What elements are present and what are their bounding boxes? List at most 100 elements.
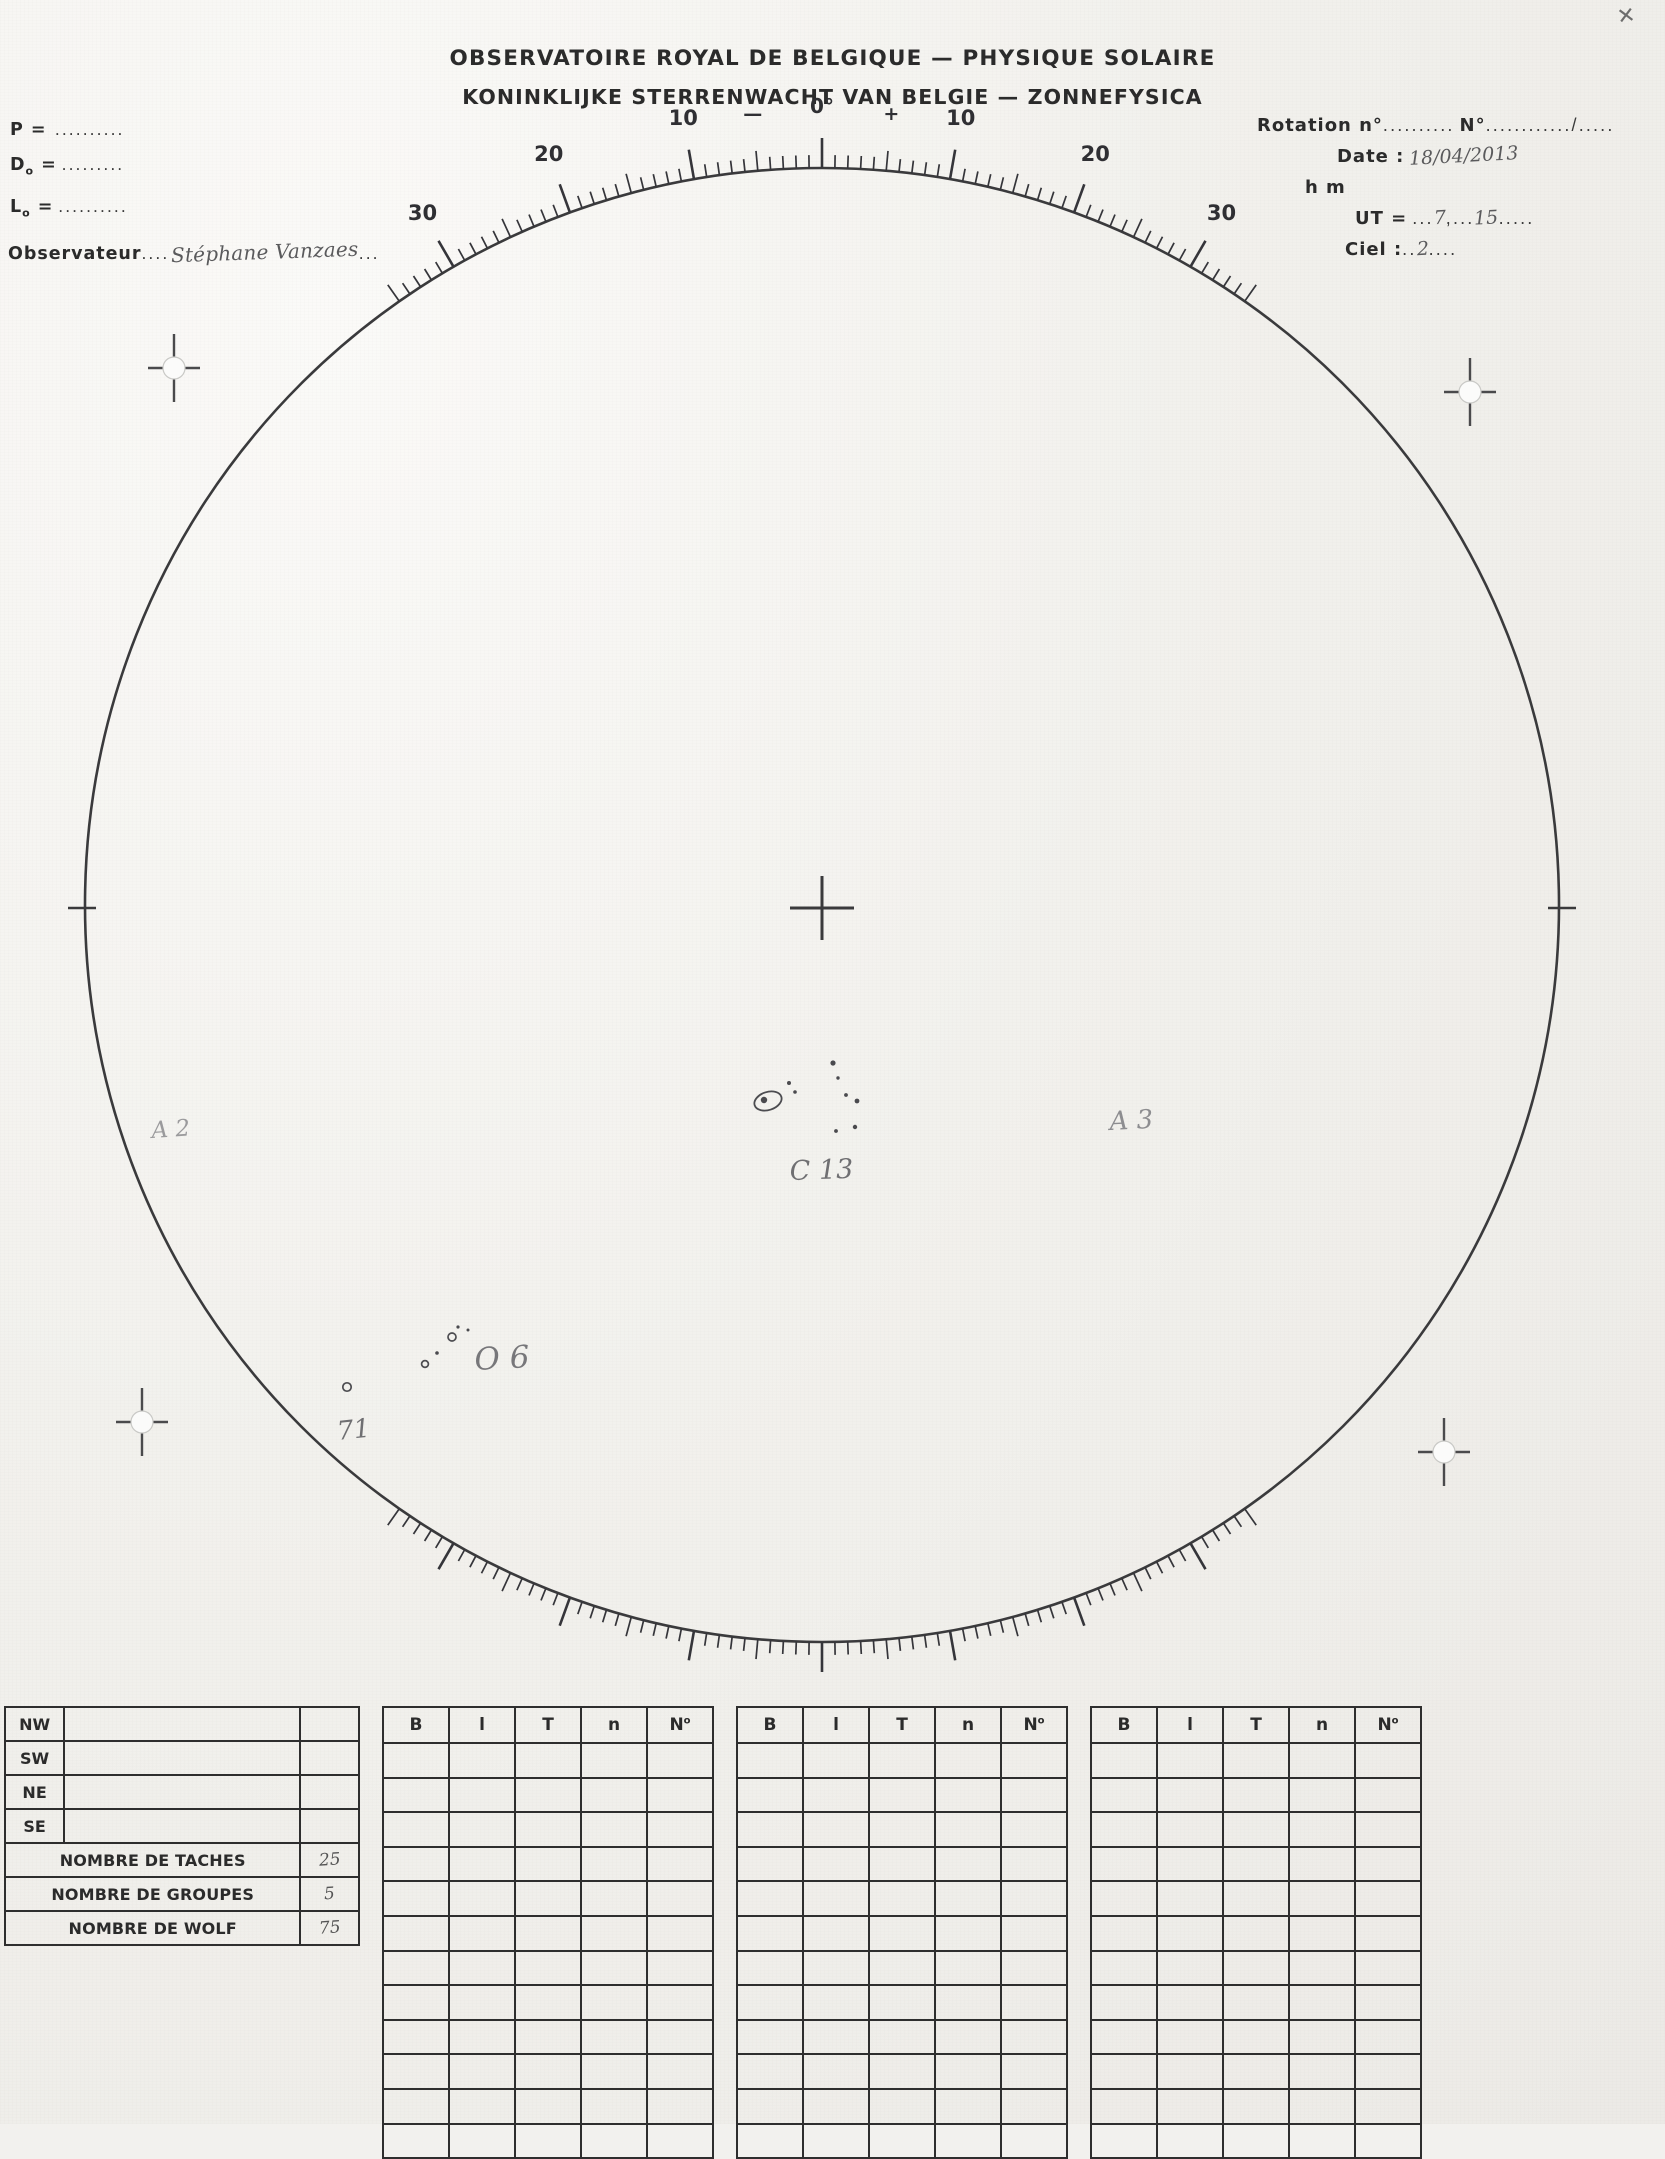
data-cell[interactable] xyxy=(869,1881,935,1916)
data-cell[interactable] xyxy=(737,2124,803,2159)
data-cell[interactable] xyxy=(935,1778,1001,1813)
data-cell[interactable] xyxy=(647,2054,713,2089)
data-cell[interactable] xyxy=(449,1812,515,1847)
data-cell[interactable] xyxy=(1091,1985,1157,2020)
data-cell[interactable] xyxy=(869,1743,935,1778)
data-cell[interactable] xyxy=(869,2020,935,2055)
data-cell[interactable] xyxy=(1289,2124,1355,2159)
data-cell[interactable] xyxy=(1355,1743,1421,1778)
data-cell[interactable] xyxy=(1001,2054,1067,2089)
data-cell[interactable] xyxy=(1355,1847,1421,1882)
data-cell[interactable] xyxy=(1289,1743,1355,1778)
data-cell[interactable] xyxy=(581,1847,647,1882)
data-cell[interactable] xyxy=(1355,2089,1421,2124)
data-cell[interactable] xyxy=(1157,2054,1223,2089)
number-value[interactable]: ............ xyxy=(1486,115,1572,135)
data-cell[interactable] xyxy=(803,1881,869,1916)
data-cell[interactable] xyxy=(1223,2020,1289,2055)
data-cell[interactable] xyxy=(581,1916,647,1951)
data-cell[interactable] xyxy=(449,1985,515,2020)
data-cell[interactable] xyxy=(1223,1881,1289,1916)
ut-minutes-value[interactable]: 15 xyxy=(1474,202,1500,234)
observer-name-value[interactable]: Stéphane Vanzaes xyxy=(171,237,359,268)
data-cell[interactable] xyxy=(1355,2054,1421,2089)
data-cell[interactable] xyxy=(1355,2020,1421,2055)
quadrant-count-nw[interactable] xyxy=(300,1707,359,1741)
data-cell[interactable] xyxy=(515,2054,581,2089)
data-cell[interactable] xyxy=(935,1951,1001,1986)
data-cell[interactable] xyxy=(1355,1916,1421,1951)
data-cell[interactable] xyxy=(647,1778,713,1813)
rotation-value[interactable]: .......... xyxy=(1383,115,1455,135)
param-value-d0[interactable]: ......... xyxy=(62,154,125,174)
data-cell[interactable] xyxy=(737,2089,803,2124)
data-cell[interactable] xyxy=(1223,1916,1289,1951)
data-cell[interactable] xyxy=(1001,2124,1067,2159)
data-cell[interactable] xyxy=(581,2054,647,2089)
data-cell[interactable] xyxy=(1355,2124,1421,2159)
quadrant-input-sw[interactable] xyxy=(64,1741,300,1775)
data-cell[interactable] xyxy=(1223,2054,1289,2089)
data-cell[interactable] xyxy=(737,1985,803,2020)
data-cell[interactable] xyxy=(383,1916,449,1951)
data-cell[interactable] xyxy=(581,1985,647,2020)
data-cell[interactable] xyxy=(581,1812,647,1847)
data-cell[interactable] xyxy=(869,2054,935,2089)
data-cell[interactable] xyxy=(1091,1916,1157,1951)
total-value[interactable]: 5 xyxy=(300,1877,359,1911)
data-cell[interactable] xyxy=(647,1812,713,1847)
data-cell[interactable] xyxy=(647,1847,713,1882)
data-cell[interactable] xyxy=(449,1951,515,1986)
data-cell[interactable] xyxy=(1223,1985,1289,2020)
data-cell[interactable] xyxy=(515,1951,581,1986)
data-cell[interactable] xyxy=(515,1847,581,1882)
data-cell[interactable] xyxy=(383,1881,449,1916)
data-cell[interactable] xyxy=(737,1916,803,1951)
data-cell[interactable] xyxy=(1001,1985,1067,2020)
data-cell[interactable] xyxy=(1157,2020,1223,2055)
data-cell[interactable] xyxy=(1091,2054,1157,2089)
data-cell[interactable] xyxy=(581,1881,647,1916)
data-cell[interactable] xyxy=(737,2020,803,2055)
data-cell[interactable] xyxy=(1091,1881,1157,1916)
data-cell[interactable] xyxy=(1289,2089,1355,2124)
data-cell[interactable] xyxy=(803,1985,869,2020)
data-cell[interactable] xyxy=(803,1778,869,1813)
data-cell[interactable] xyxy=(1289,1847,1355,1882)
data-cell[interactable] xyxy=(737,1778,803,1813)
data-cell[interactable] xyxy=(869,1916,935,1951)
quadrant-count-ne[interactable] xyxy=(300,1775,359,1809)
data-cell[interactable] xyxy=(1223,2089,1289,2124)
ut-hours-value[interactable]: 7 xyxy=(1433,203,1447,235)
data-cell[interactable] xyxy=(737,1812,803,1847)
data-cell[interactable] xyxy=(1157,1812,1223,1847)
data-cell[interactable] xyxy=(1157,1985,1223,2020)
ciel-value[interactable]: 2 xyxy=(1416,234,1430,266)
data-cell[interactable] xyxy=(1355,1881,1421,1916)
data-cell[interactable] xyxy=(449,2054,515,2089)
data-cell[interactable] xyxy=(1091,2020,1157,2055)
data-cell[interactable] xyxy=(1355,1778,1421,1813)
data-cell[interactable] xyxy=(1091,1951,1157,1986)
data-cell[interactable] xyxy=(869,2124,935,2159)
data-cell[interactable] xyxy=(1001,1847,1067,1882)
data-cell[interactable] xyxy=(1289,1985,1355,2020)
data-cell[interactable] xyxy=(737,1743,803,1778)
data-cell[interactable] xyxy=(1157,1881,1223,1916)
data-cell[interactable] xyxy=(869,1778,935,1813)
data-cell[interactable] xyxy=(449,2089,515,2124)
data-cell[interactable] xyxy=(449,2124,515,2159)
data-cell[interactable] xyxy=(1289,2020,1355,2055)
data-cell[interactable] xyxy=(1355,1985,1421,2020)
data-cell[interactable] xyxy=(1157,1916,1223,1951)
total-value[interactable]: 75 xyxy=(300,1911,359,1945)
quadrant-count-sw[interactable] xyxy=(300,1741,359,1775)
data-cell[interactable] xyxy=(647,1985,713,2020)
data-cell[interactable] xyxy=(515,1985,581,2020)
data-cell[interactable] xyxy=(449,1743,515,1778)
data-cell[interactable] xyxy=(737,1951,803,1986)
quadrant-input-ne[interactable] xyxy=(64,1775,300,1809)
data-cell[interactable] xyxy=(935,1812,1001,1847)
date-value[interactable]: 18/04/2013 xyxy=(1409,138,1520,175)
data-cell[interactable] xyxy=(1001,2020,1067,2055)
